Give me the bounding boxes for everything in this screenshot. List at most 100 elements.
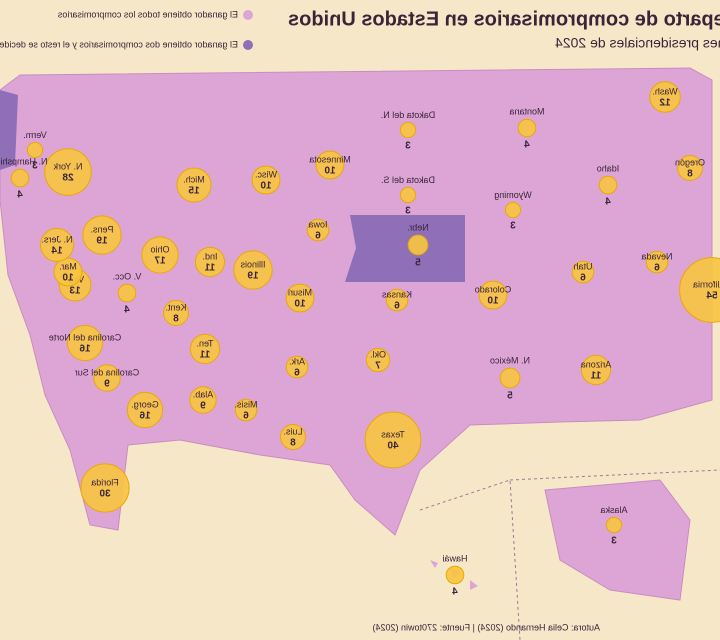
state-label: Iowa xyxy=(308,219,327,229)
state-label: Ind. xyxy=(202,251,217,261)
state-label: Carolina del Norte xyxy=(49,332,122,342)
vote-count: 16 xyxy=(79,344,91,355)
state-label: Okl. xyxy=(370,349,386,359)
legend-label: El ganador obtiene todos los compromisar… xyxy=(57,9,238,19)
legend-label: El ganador obtiene dos compromisarios y … xyxy=(0,39,238,49)
vote-bubble xyxy=(66,324,104,362)
nebraska xyxy=(345,215,465,282)
vote-bubble xyxy=(10,168,30,188)
state-label: Mich. xyxy=(183,174,205,184)
vote-bubble xyxy=(399,121,417,139)
vote-count: 54 xyxy=(706,291,718,302)
state-label: Luis. xyxy=(283,426,302,436)
vote-bubble xyxy=(605,516,623,534)
state-label: Alaska xyxy=(600,505,627,515)
vote-count: 6 xyxy=(243,411,249,422)
vote-bubble xyxy=(364,411,422,469)
vote-bubble xyxy=(40,228,74,262)
vote-count: 9 xyxy=(104,379,110,390)
vote-count: 5 xyxy=(507,390,513,401)
title: Reparto de compromisarios en Estados Uni… xyxy=(288,8,720,30)
vote-count: 14 xyxy=(51,246,63,257)
vote-count: 10 xyxy=(260,181,272,192)
vote-count: 4 xyxy=(524,139,530,150)
vote-count: 10 xyxy=(294,299,306,310)
vote-count: 10 xyxy=(62,273,74,284)
vote-bubble xyxy=(580,354,612,386)
vote-count: 19 xyxy=(247,271,259,282)
vote-count: 8 xyxy=(173,314,179,325)
vote-bubble xyxy=(645,250,669,274)
vote-bubble xyxy=(571,260,595,284)
vote-bubble xyxy=(478,280,508,310)
vote-bubble xyxy=(251,165,281,195)
vote-bubble xyxy=(176,167,212,203)
state-label: Alab. xyxy=(193,389,214,399)
state-label: California xyxy=(693,279,720,289)
state-label: Ten. xyxy=(196,338,213,348)
vote-bubble xyxy=(677,155,703,181)
state-label: Carolina del Sur xyxy=(75,367,140,377)
state-label: Arizona xyxy=(581,359,612,369)
vote-count: 8 xyxy=(290,438,296,449)
vote-bubble xyxy=(189,333,221,365)
state-label: Wash. xyxy=(652,86,677,96)
vote-bubble xyxy=(315,150,345,180)
vote-count: 10 xyxy=(487,296,499,307)
state-label: V. Occ. xyxy=(113,272,142,282)
state-label: Nevada xyxy=(641,251,672,261)
state-label: Mar. xyxy=(59,261,77,271)
vote-bubble xyxy=(306,218,330,242)
vote-bubble xyxy=(280,424,306,450)
vote-count: 3 xyxy=(405,205,411,216)
state-label: Kansas xyxy=(381,289,412,299)
subtitle: Elecciones presidenciales de 2024 xyxy=(555,35,720,51)
vote-count: 3 xyxy=(32,160,38,171)
legend-swatch xyxy=(243,10,253,20)
vote-count: 9 xyxy=(200,401,206,412)
state-label: Ohio xyxy=(150,244,169,254)
vote-bubble xyxy=(234,398,258,422)
vote-count: 3 xyxy=(611,535,617,546)
vote-count: 4 xyxy=(124,304,130,315)
maine xyxy=(0,90,18,170)
vote-bubble xyxy=(53,257,83,287)
vote-bubble xyxy=(499,367,521,389)
vote-count: 28 xyxy=(62,173,74,184)
source: Autora: Celia Hernando (2024) | Fuente: … xyxy=(373,622,600,632)
vote-bubble xyxy=(26,141,44,159)
state-label: Dakota del N. xyxy=(381,110,436,120)
vote-count: 17 xyxy=(154,256,166,267)
state-label: Idaho xyxy=(597,164,620,174)
vote-count: 11 xyxy=(199,350,210,361)
state-label: Kent. xyxy=(165,302,186,312)
state-label: Minnesota xyxy=(309,154,351,164)
vote-bubble xyxy=(233,250,273,290)
vote-count: 16 xyxy=(139,411,151,422)
state-label: N. Jers. xyxy=(41,234,72,244)
vote-count: 11 xyxy=(204,263,215,274)
vote-bubble xyxy=(407,234,429,256)
state-label: Pens. xyxy=(90,224,113,234)
vote-bubble xyxy=(365,347,391,373)
state-label: Illinois xyxy=(240,259,266,269)
vote-count: 13 xyxy=(69,286,81,297)
basemap xyxy=(0,67,720,640)
vote-bubble xyxy=(126,391,164,429)
vote-bubble xyxy=(504,201,522,219)
vote-count: 15 xyxy=(188,186,200,197)
vote-bubble xyxy=(189,386,217,414)
vote-count: 8 xyxy=(687,169,693,180)
vote-bubble xyxy=(82,215,122,255)
vote-count: 5 xyxy=(415,257,421,268)
vote-bubble xyxy=(44,148,92,196)
vote-bubble xyxy=(679,257,720,323)
vote-count: 12 xyxy=(659,98,671,109)
inset-lines xyxy=(419,469,720,640)
vote-count: 6 xyxy=(654,263,660,274)
vote-bubble xyxy=(598,175,618,195)
vote-count: 11 xyxy=(590,371,601,382)
state-label: Texas xyxy=(381,429,405,439)
